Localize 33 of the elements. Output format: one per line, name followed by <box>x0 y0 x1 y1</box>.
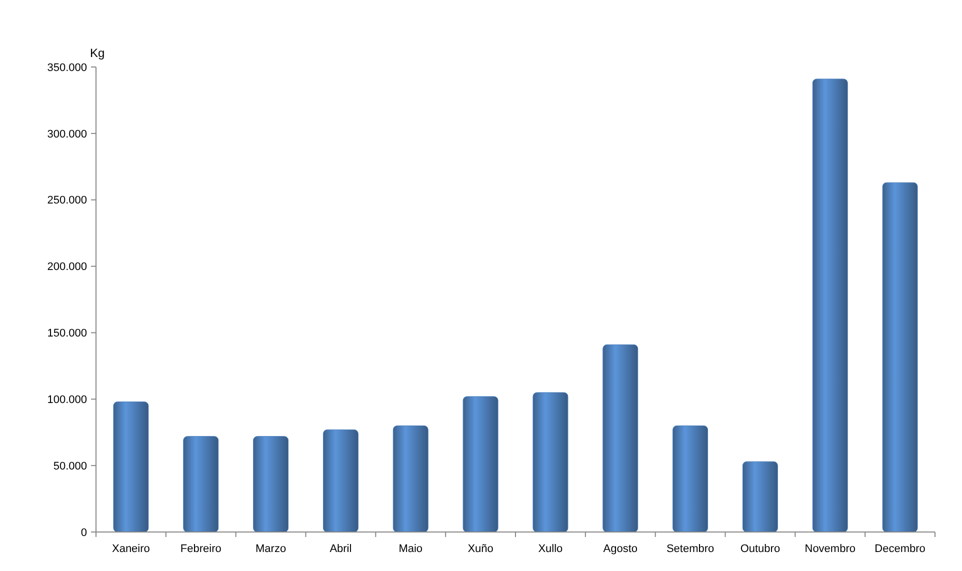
bar <box>462 396 498 532</box>
bar <box>602 344 638 532</box>
bar <box>322 429 358 532</box>
x-tick-label: Xullo <box>538 543 563 555</box>
x-tick-label: Setembro <box>666 543 714 555</box>
bar <box>113 402 149 532</box>
x-tick-label: Maio <box>398 543 423 555</box>
bar <box>812 78 848 532</box>
y-tick-label: 100.000 <box>47 394 87 406</box>
y-tick-label: 250.000 <box>47 194 87 207</box>
y-tick-label: 50.000 <box>53 460 87 472</box>
bar <box>532 392 568 532</box>
y-axis-title: Kg <box>90 46 105 60</box>
x-tick-label: Marzo <box>256 543 286 555</box>
bar <box>392 425 428 532</box>
y-tick-label: 0 <box>80 526 87 539</box>
y-tick-label: 350.000 <box>47 62 87 74</box>
x-tick-label: Xuño <box>468 543 494 555</box>
bar <box>253 436 289 532</box>
y-tick-label: 150.000 <box>47 328 87 340</box>
bar <box>672 425 708 532</box>
bar <box>742 461 778 532</box>
x-tick-label: Decembro <box>874 543 926 555</box>
x-tick-label: Outubro <box>740 543 780 555</box>
y-tick-label: 300.000 <box>47 128 87 140</box>
x-tick-label: Agosto <box>603 543 638 555</box>
x-tick-label: Febreiro <box>180 543 222 555</box>
x-tick-label: Abril <box>330 543 352 555</box>
y-tick-label: 200.000 <box>47 261 87 274</box>
bar <box>183 436 219 532</box>
x-tick-label: Novembro <box>804 543 856 555</box>
x-tick-label: Xaneiro <box>112 543 150 555</box>
bar <box>882 182 918 532</box>
